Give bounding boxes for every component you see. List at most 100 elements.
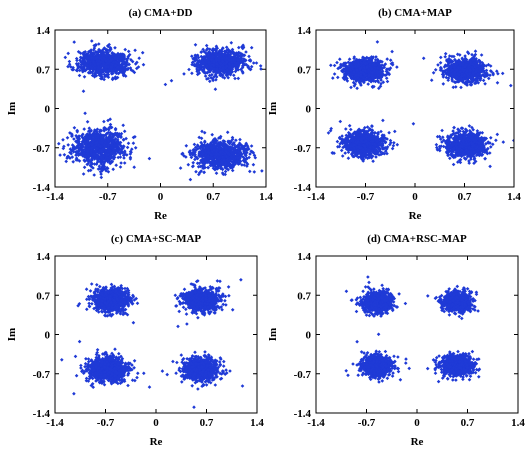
scatter-point: [112, 151, 116, 156]
scatter-point: [106, 130, 110, 135]
scatter-point: [217, 136, 221, 140]
scatter-point: [215, 138, 219, 143]
scatter-point: [368, 63, 372, 68]
scatter-point: [234, 159, 238, 164]
scatter-point: [109, 65, 113, 69]
scatter-point: [213, 87, 218, 91]
scatter-point: [89, 150, 93, 155]
scatter-point: [104, 135, 109, 140]
scatter-point: [87, 147, 91, 151]
scatter-point: [66, 64, 70, 69]
scatter-point: [76, 153, 81, 157]
scatter-point: [133, 135, 137, 139]
scatter-point: [241, 61, 245, 66]
scatter-point: [228, 155, 233, 160]
scatter-point: [202, 68, 206, 72]
scatter-point: [199, 136, 204, 141]
scatter-point: [359, 70, 363, 75]
scatter-point: [230, 166, 234, 170]
scatter-point: [106, 170, 111, 174]
scatter-point: [94, 56, 98, 60]
x-tick-label: 0.7: [206, 191, 220, 203]
scatter-point: [96, 61, 100, 66]
scatter-point: [94, 73, 99, 78]
scatter-point: [98, 144, 102, 148]
scatter-point: [66, 51, 70, 56]
scatter-point: [122, 156, 126, 160]
scatter-point: [77, 139, 81, 144]
scatter-point: [96, 49, 100, 54]
scatter-point: [94, 139, 99, 143]
scatter-point: [96, 167, 101, 171]
scatter-point: [226, 151, 230, 155]
scatter-point: [92, 173, 96, 177]
scatter-point: [196, 62, 200, 66]
scatter-point: [129, 150, 133, 155]
scatter-point: [200, 161, 205, 165]
scatter-point: [223, 52, 227, 56]
scatter-point: [57, 141, 61, 146]
scatter-point: [182, 154, 186, 158]
scatter-point: [118, 150, 123, 154]
scatter-point: [82, 75, 87, 79]
scatter-point: [125, 145, 130, 150]
scatter-point: [488, 64, 493, 68]
scatter-point: [70, 155, 75, 159]
scatter-point: [249, 144, 254, 148]
scatter-point: [205, 46, 210, 51]
scatter-point: [83, 159, 87, 163]
scatter-point: [122, 56, 127, 60]
scatter-point: [368, 62, 373, 67]
scatter-point: [231, 50, 235, 55]
scatter-point: [230, 137, 235, 141]
scatter-point: [385, 79, 390, 84]
scatter-point: [65, 136, 70, 140]
scatter-point: [375, 40, 380, 44]
scatter-point: [345, 79, 350, 83]
scatter-point: [107, 126, 111, 130]
scatter-point: [251, 162, 256, 167]
scatter-point: [195, 53, 200, 58]
scatter-point: [206, 76, 210, 81]
scatter-point: [383, 73, 387, 78]
scatter-point: [387, 72, 391, 77]
scatter-point: [114, 163, 118, 167]
scatter-point: [375, 71, 380, 75]
scatter-point: [197, 172, 201, 177]
scatter-point: [201, 56, 205, 60]
scatter-point: [91, 166, 95, 170]
scatter-point: [112, 134, 116, 138]
scatter-point: [214, 53, 218, 57]
scatter-point: [130, 59, 135, 64]
scatter-point: [219, 164, 223, 168]
scatter-point: [191, 164, 195, 168]
scatter-point: [83, 147, 88, 152]
scatter-point: [210, 160, 215, 165]
scatter-point: [95, 160, 100, 164]
scatter-point: [93, 153, 97, 157]
scatter-point: [66, 143, 70, 147]
scatter-point: [363, 62, 368, 66]
scatter-point: [227, 152, 232, 157]
scatter-point: [349, 85, 353, 90]
scatter-point: [112, 52, 117, 56]
scatter-point: [190, 151, 195, 156]
scatter-point: [358, 79, 363, 84]
scatter-point: [121, 137, 126, 142]
scatter-point: [221, 70, 225, 74]
scatter-point: [122, 129, 127, 134]
scatter-point: [79, 63, 84, 67]
scatter-point: [238, 156, 242, 161]
scatter-point: [109, 136, 114, 141]
scatter-point: [214, 78, 218, 82]
scatter-point: [445, 68, 449, 72]
scatter-point: [365, 55, 369, 60]
scatter-point: [89, 153, 93, 158]
scatter-point: [433, 68, 438, 72]
scatter-point: [85, 63, 90, 68]
scatter-point: [374, 55, 378, 59]
scatter-point: [233, 156, 238, 160]
scatter-point: [123, 152, 127, 157]
scatter-point: [205, 156, 209, 160]
scatter-point: [128, 66, 133, 70]
